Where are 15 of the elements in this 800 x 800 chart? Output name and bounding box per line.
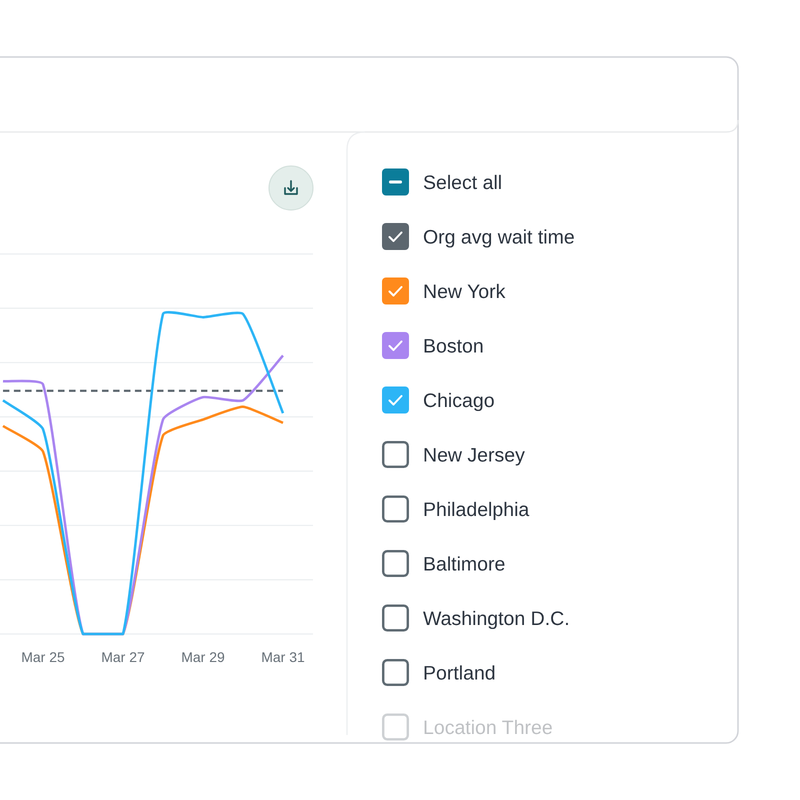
x-tick-label: Mar 29	[181, 648, 225, 665]
text: Location Three	[423, 716, 553, 739]
legend-label: Org avg wait time	[423, 226, 575, 248]
x-tick-label: Mar 27	[101, 648, 145, 665]
text: Portland	[423, 662, 496, 684]
legend-label: Boston	[423, 335, 484, 358]
x-tick-label: Mar 31	[261, 648, 305, 665]
legend-label: Chicago	[423, 390, 495, 412]
text: New Jersey	[423, 444, 526, 466]
text: Select all	[423, 172, 502, 194]
text: Baltimore	[423, 553, 506, 576]
text: Philadelphia	[423, 498, 530, 521]
x-tick-label: Mar 25	[21, 648, 65, 665]
text: Washington D.C.	[423, 608, 570, 630]
legend-label: New York	[423, 280, 506, 303]
